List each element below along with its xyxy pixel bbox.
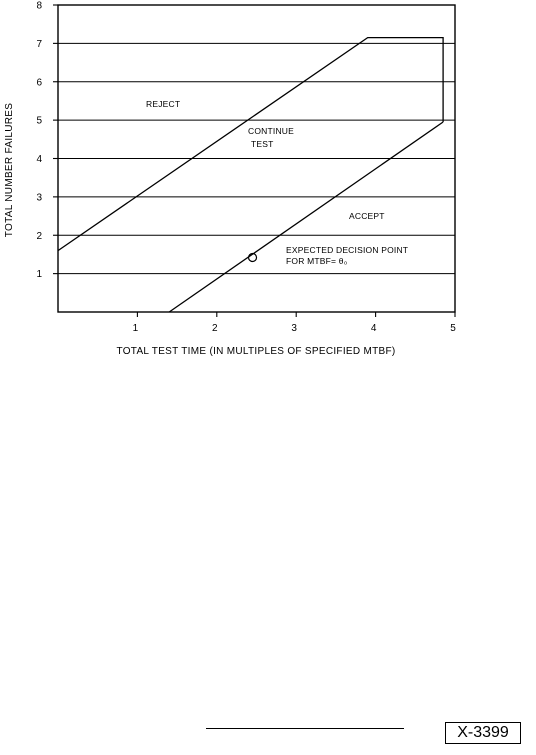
reject-boundary-line <box>57 36 444 252</box>
x-tick-label: 5 <box>450 323 456 334</box>
y-tick-label: 2 <box>36 231 42 242</box>
y-tick-label: 4 <box>36 154 42 165</box>
y-tick-label: 5 <box>36 116 42 127</box>
y-axis-title: TOTAL NUMBER FAILURES <box>4 103 15 238</box>
x-tick-label: 4 <box>371 323 377 334</box>
y-tick-label: 6 <box>36 77 42 88</box>
gridlines <box>58 42 455 275</box>
y-tick-label: 1 <box>36 269 42 280</box>
decision-point-annotation: EXPECTED DECISION POINT <box>286 245 408 255</box>
figure-id-box: X-3399 <box>445 722 521 744</box>
y-tick-label: 8 <box>36 1 42 12</box>
reject-region-label: REJECT <box>146 99 180 109</box>
boundary-lines <box>57 36 444 313</box>
bottom-rule <box>206 728 404 729</box>
decision-point-annotation-line2: FOR MTBF= θ₀ <box>286 256 348 266</box>
tick-marks <box>53 4 456 317</box>
accept-region-label: ACCEPT <box>349 211 385 221</box>
accept-boundary-line <box>168 121 444 313</box>
x-tick-label: 2 <box>212 323 218 334</box>
y-tick-label: 3 <box>36 192 42 203</box>
x-axis-title: TOTAL TEST TIME (IN MULTIPLES OF SPECIFI… <box>116 346 395 357</box>
x-tick-label: 1 <box>133 323 139 334</box>
x-tick-label: 3 <box>291 323 297 334</box>
continue-region-label-line2: TEST <box>251 139 274 149</box>
y-tick-label: 7 <box>36 39 42 50</box>
decision-point-marker <box>247 252 258 263</box>
continue-region-label: CONTINUE <box>248 126 294 136</box>
